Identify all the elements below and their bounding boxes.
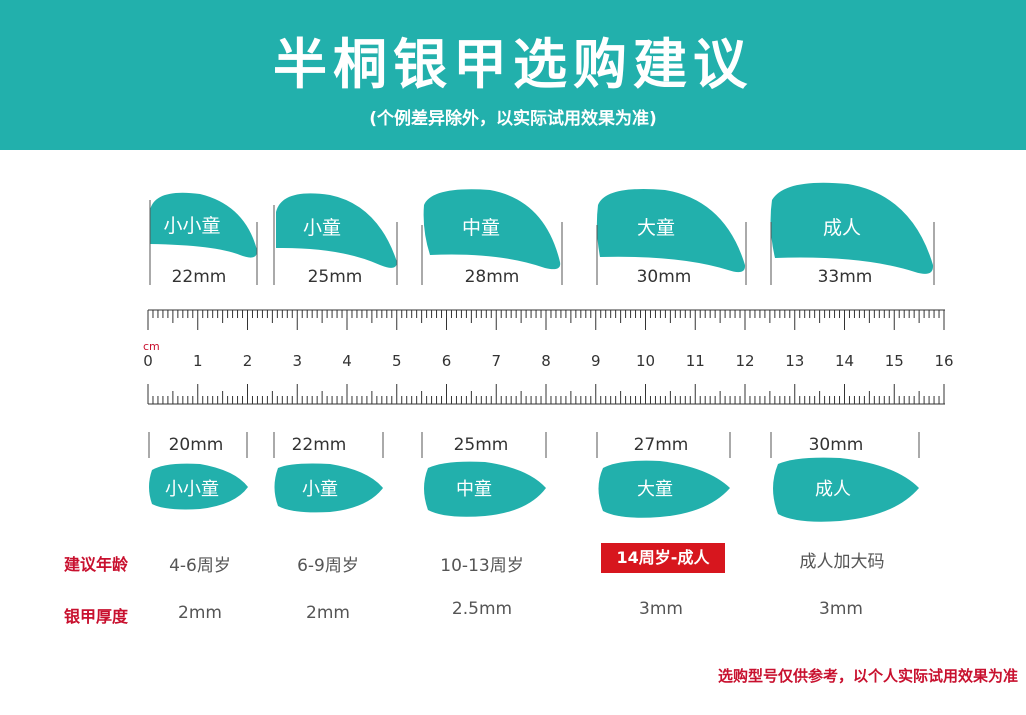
bottom-shield-3-label: 中童: [456, 479, 492, 500]
ruler-unit-label: cm: [143, 340, 160, 353]
age-value-5: 成人加大码: [799, 552, 885, 572]
thickness-value-3: 2.5mm: [451, 599, 513, 619]
ruler-number: 13: [785, 352, 804, 370]
bottom-shield-1: 20mm 小小童: [148, 432, 248, 510]
top-shield-2: 小童 25mm: [273, 193, 398, 287]
footnote: 选购型号仅供参考，以个人实际试用效果为准: [717, 667, 1018, 685]
bottom-shield-5-size: 30mm: [809, 435, 864, 455]
ruler-number: 9: [591, 352, 601, 370]
bottom-shield-2-label: 小童: [302, 479, 338, 500]
bottom-shield-1-label: 小小童: [165, 479, 219, 500]
bottom-shield-2: 22mm 小童: [273, 432, 384, 513]
top-shield-1: 小小童 22mm: [149, 192, 258, 287]
top-shield-5-label: 成人: [823, 217, 861, 239]
thickness-row-label: 银甲厚度: [64, 607, 129, 626]
ruler-top-ticks: [147, 310, 945, 330]
ruler-number: 4: [342, 352, 352, 370]
ruler-number: 1: [193, 352, 203, 370]
ruler-number: 6: [442, 352, 452, 370]
bottom-shield-2-size: 22mm: [292, 435, 347, 455]
ruler-number: 0: [143, 352, 153, 370]
top-shield-3-size: 28mm: [465, 267, 520, 287]
top-shield-4-label: 大童: [637, 217, 675, 239]
top-shield-1-label: 小小童: [163, 215, 220, 237]
thickness-value-5: 3mm: [819, 599, 863, 619]
page-title: 半桐银甲选购建议: [273, 33, 753, 96]
ruler-number: 11: [686, 352, 705, 370]
ruler-number: 2: [243, 352, 253, 370]
ruler-bottom-ticks: [147, 384, 945, 404]
thickness-value-1: 2mm: [178, 603, 222, 623]
size-diagram: 小小童 22mm 小童 25mm 中童 28mm 大童 30mm 成人 33mm…: [143, 182, 954, 522]
bottom-shield-4-size: 27mm: [634, 435, 689, 455]
top-shield-3: 中童 28mm: [421, 189, 563, 287]
page-subtitle: (个例差异除外，以实际试用效果为准): [369, 109, 657, 129]
bottom-shield-4: 27mm 大童: [596, 432, 731, 518]
ruler-number: 15: [885, 352, 904, 370]
ruler-number: 14: [835, 352, 854, 370]
top-shield-1-size: 22mm: [172, 267, 227, 287]
ruler-number: 7: [491, 352, 501, 370]
ruler-number: 16: [934, 352, 953, 370]
top-shield-4: 大童 30mm: [596, 189, 747, 287]
header-banner: 半桐银甲选购建议 (个例差异除外，以实际试用效果为准): [0, 0, 1026, 150]
age-row-label: 建议年龄: [64, 555, 129, 574]
bottom-shield-3-size: 25mm: [454, 435, 509, 455]
ruler: 0 1 2 3 4 5 6 7 8 9 10 11 12 13 14 15 16 cm: [143, 309, 954, 405]
top-shield-3-label: 中童: [462, 217, 500, 239]
ruler-numbers: 0 1 2 3 4 5 6 7 8 9 10 11 12 13 14 15 16: [143, 352, 953, 370]
bottom-shield-5-label: 成人: [815, 479, 851, 500]
top-shield-2-label: 小童: [303, 217, 341, 239]
ruler-number: 5: [392, 352, 402, 370]
age-value-3: 10-13周岁: [440, 556, 524, 576]
age-value-1: 4-6周岁: [169, 556, 231, 576]
bottom-shield-1-size: 20mm: [169, 435, 224, 455]
ruler-number: 12: [735, 352, 754, 370]
bottom-shield-5: 30mm 成人: [770, 432, 920, 522]
top-shield-2-size: 25mm: [308, 267, 363, 287]
ruler-number: 3: [292, 352, 302, 370]
age-value-2: 6-9周岁: [297, 556, 359, 576]
top-shield-5-size: 33mm: [818, 267, 873, 287]
thickness-value-4: 3mm: [639, 599, 683, 619]
top-shield-5: 成人 33mm: [770, 182, 935, 287]
bottom-shield-3: 25mm 中童: [421, 432, 547, 517]
ruler-number: 8: [541, 352, 551, 370]
bottom-shield-4-label: 大童: [637, 479, 673, 500]
top-shield-4-size: 30mm: [637, 267, 692, 287]
age-value-4-highlight: 14周岁-成人: [601, 543, 725, 573]
thickness-value-2: 2mm: [306, 603, 350, 623]
ruler-number: 10: [636, 352, 655, 370]
